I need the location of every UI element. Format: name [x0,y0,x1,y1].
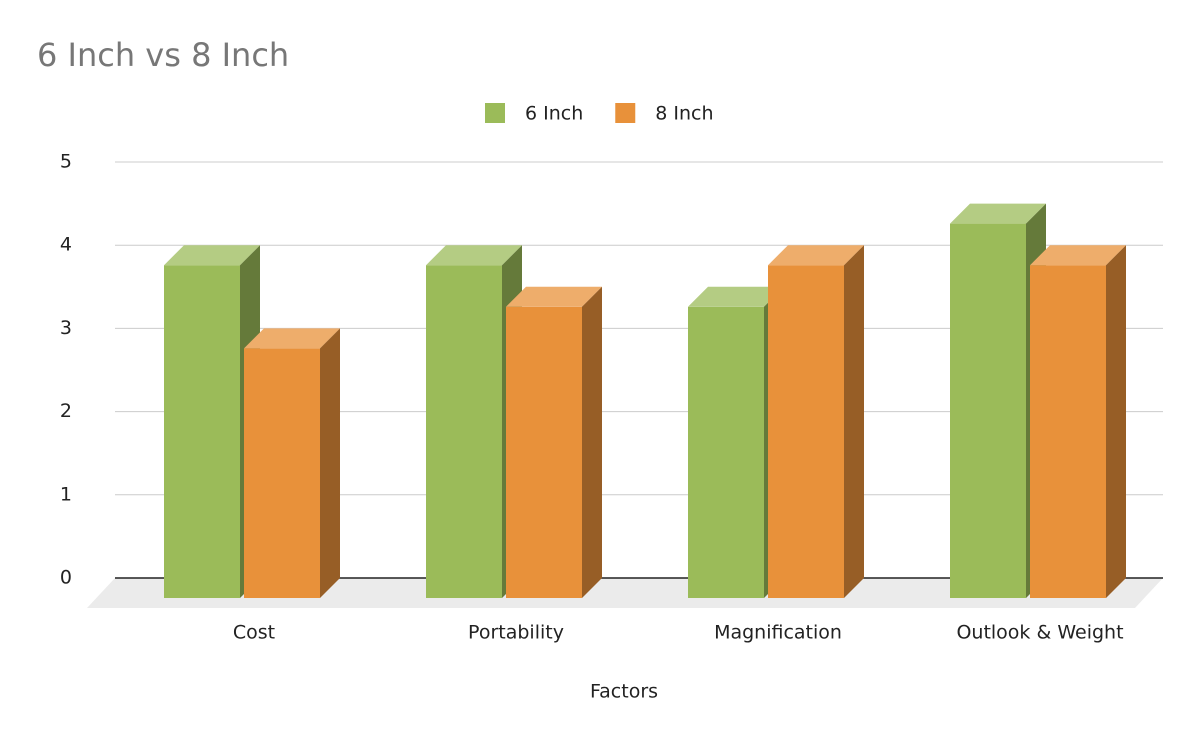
bar-top [1030,245,1126,266]
bar-front [244,348,320,598]
bar-top [768,245,864,266]
legend-label: 8 Inch [655,103,713,125]
x-tick-label: Portability [468,622,564,644]
x-tick-label: Outlook & Weight [956,622,1123,644]
bar [506,286,602,598]
bar-front [1030,265,1106,598]
bar-top [426,245,522,266]
y-tick-label: 2 [60,400,72,422]
bar-side [582,286,602,598]
legend-swatch [485,103,505,123]
x-tick-label: Cost [233,622,275,644]
bar [1030,245,1126,598]
bar-top [164,245,260,266]
x-tick-label: Magnification [714,622,842,644]
bar-side [1106,245,1126,598]
chart-title: 6 Inch vs 8 Inch [37,36,289,74]
y-tick-label: 4 [60,234,72,256]
bar-top [688,286,784,307]
bar-front [950,223,1026,598]
bar-side [320,328,340,598]
legend-swatch [615,103,636,123]
y-tick-label: 3 [60,317,72,339]
bar-front [768,265,844,598]
bar-front [426,265,502,598]
bar [244,328,340,598]
legend: 6 Inch 8 Inch [485,103,714,125]
x-axis-title: Factors [590,681,658,703]
y-tick-label: 0 [60,567,72,589]
bar-front [164,265,240,598]
y-tick-label: 1 [60,483,72,505]
bar-top [244,328,340,349]
y-tick-label: 5 [60,151,72,173]
bar [768,245,864,598]
bar-front [506,306,582,598]
floor [87,578,1163,608]
bar-front [688,306,764,598]
bar-top [506,286,602,307]
legend-label: 6 Inch [525,103,583,125]
bar-side [844,245,864,598]
bar-top [950,203,1046,224]
